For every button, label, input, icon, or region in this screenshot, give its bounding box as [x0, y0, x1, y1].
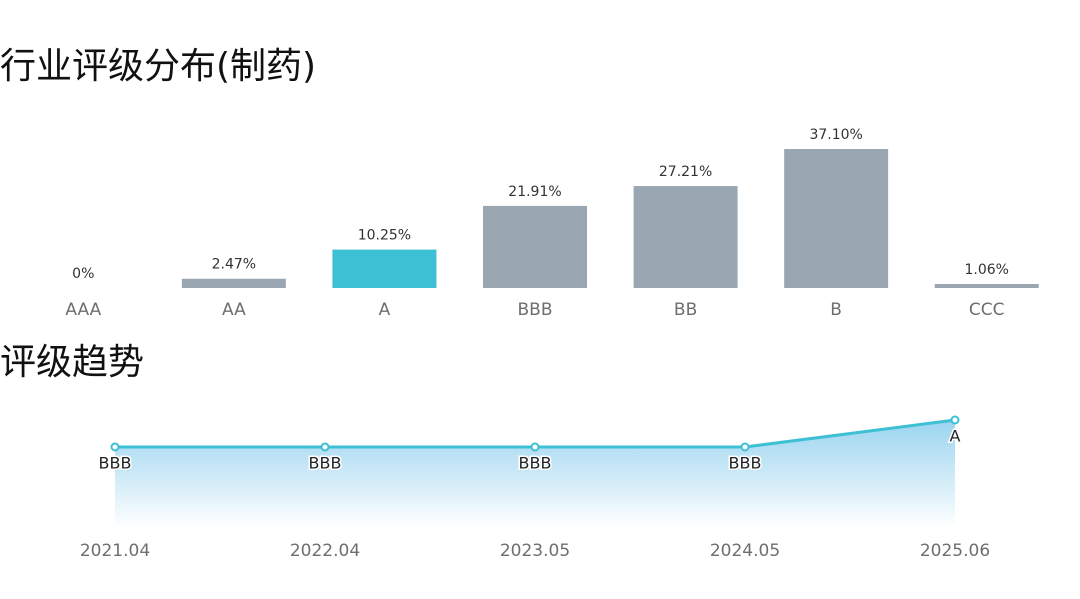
point	[950, 415, 960, 425]
x-tick-label: 2023.05	[500, 541, 570, 561]
chart-title: 行业评级分布(制药)	[0, 46, 316, 87]
point	[110, 442, 120, 452]
x-tick-label: 2024.05	[710, 541, 780, 561]
point	[740, 442, 750, 452]
point	[320, 442, 330, 452]
x-tick-label: B	[830, 300, 842, 320]
bar	[934, 284, 1039, 288]
value-label: 10.25%	[358, 228, 411, 244]
point	[530, 442, 540, 452]
point-label: A	[950, 427, 961, 446]
bar	[784, 149, 889, 288]
bar	[332, 249, 437, 288]
bar	[633, 186, 738, 288]
point-label: BBB	[729, 454, 762, 473]
value-label: 27.21%	[659, 164, 712, 180]
value-label: 37.10%	[809, 127, 862, 143]
value-label: 0%	[72, 266, 94, 282]
x-tick-label: AA	[222, 300, 246, 320]
x-tick-label: A	[379, 300, 391, 320]
chart-title: 评级趋势	[0, 342, 144, 383]
bar	[181, 278, 286, 288]
x-tick-label: 2022.04	[290, 541, 360, 561]
x-tick-label: BBB	[518, 300, 553, 320]
value-label: 2.47%	[212, 257, 256, 273]
value-label: 21.91%	[508, 184, 561, 200]
bar	[483, 205, 587, 288]
x-tick-label: BB	[674, 300, 697, 320]
x-tick-label: CCC	[969, 300, 1005, 320]
point-label: BBB	[309, 454, 342, 473]
point-label: BBB	[99, 454, 132, 473]
value-label: 1.06%	[964, 262, 1008, 278]
x-tick-label: AAA	[65, 300, 101, 320]
x-tick-label: 2025.06	[920, 541, 990, 561]
x-tick-label: 2021.04	[80, 541, 150, 561]
point-label: BBB	[519, 454, 552, 473]
